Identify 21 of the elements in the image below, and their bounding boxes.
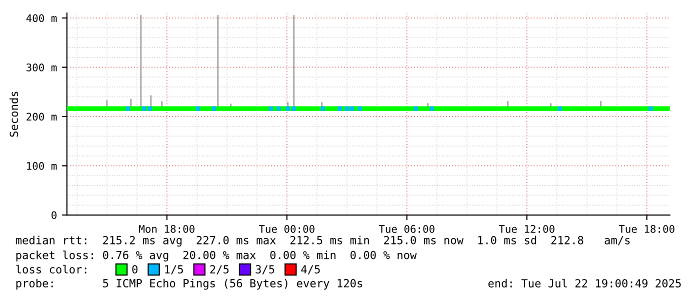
x-tick-label: Mon 18:00 bbox=[139, 224, 194, 233]
y-tick-label: 200 m bbox=[26, 112, 57, 121]
x-tick-label: Tue 18:00 bbox=[618, 224, 674, 233]
x-tick-label: Tue 00:00 bbox=[258, 224, 314, 233]
y-tick-label: 400 m bbox=[26, 14, 57, 22]
y-tick-label: 100 m bbox=[27, 162, 57, 170]
legend-label: 2/5 bbox=[210, 265, 229, 274]
legend-label: 3/5 bbox=[256, 265, 274, 274]
text: end: Tue Jul 22 19:00:49 2025 bbox=[488, 278, 681, 288]
y-tick-label: 0 bbox=[52, 211, 57, 220]
x-tick-label: Tue 06:00 bbox=[378, 224, 434, 233]
legend-label: 0 bbox=[132, 265, 138, 274]
text: packet loss: 0.76 % avg 20.00 % max 0.00 % min 0.00 % now bbox=[16, 250, 417, 262]
y-tick-label: 300 m bbox=[26, 64, 57, 72]
text: median rtt: 215.2 ms avg 227.0 ms max 212.5 ms min 215.0 ms now 1.0 ms sd 212.8 am/s bbox=[16, 236, 630, 247]
legend-label: 1/5 bbox=[165, 265, 183, 274]
x-tick-label: Tue 12:00 bbox=[498, 224, 554, 233]
y-axis-title: Seconds bbox=[10, 92, 18, 137]
legend-label: 4/5 bbox=[301, 265, 320, 274]
text: probe: 5 ICMP Echo Pings (56 Bytes) every 120s bbox=[16, 278, 362, 290]
legend-title: loss color: bbox=[16, 264, 86, 274]
